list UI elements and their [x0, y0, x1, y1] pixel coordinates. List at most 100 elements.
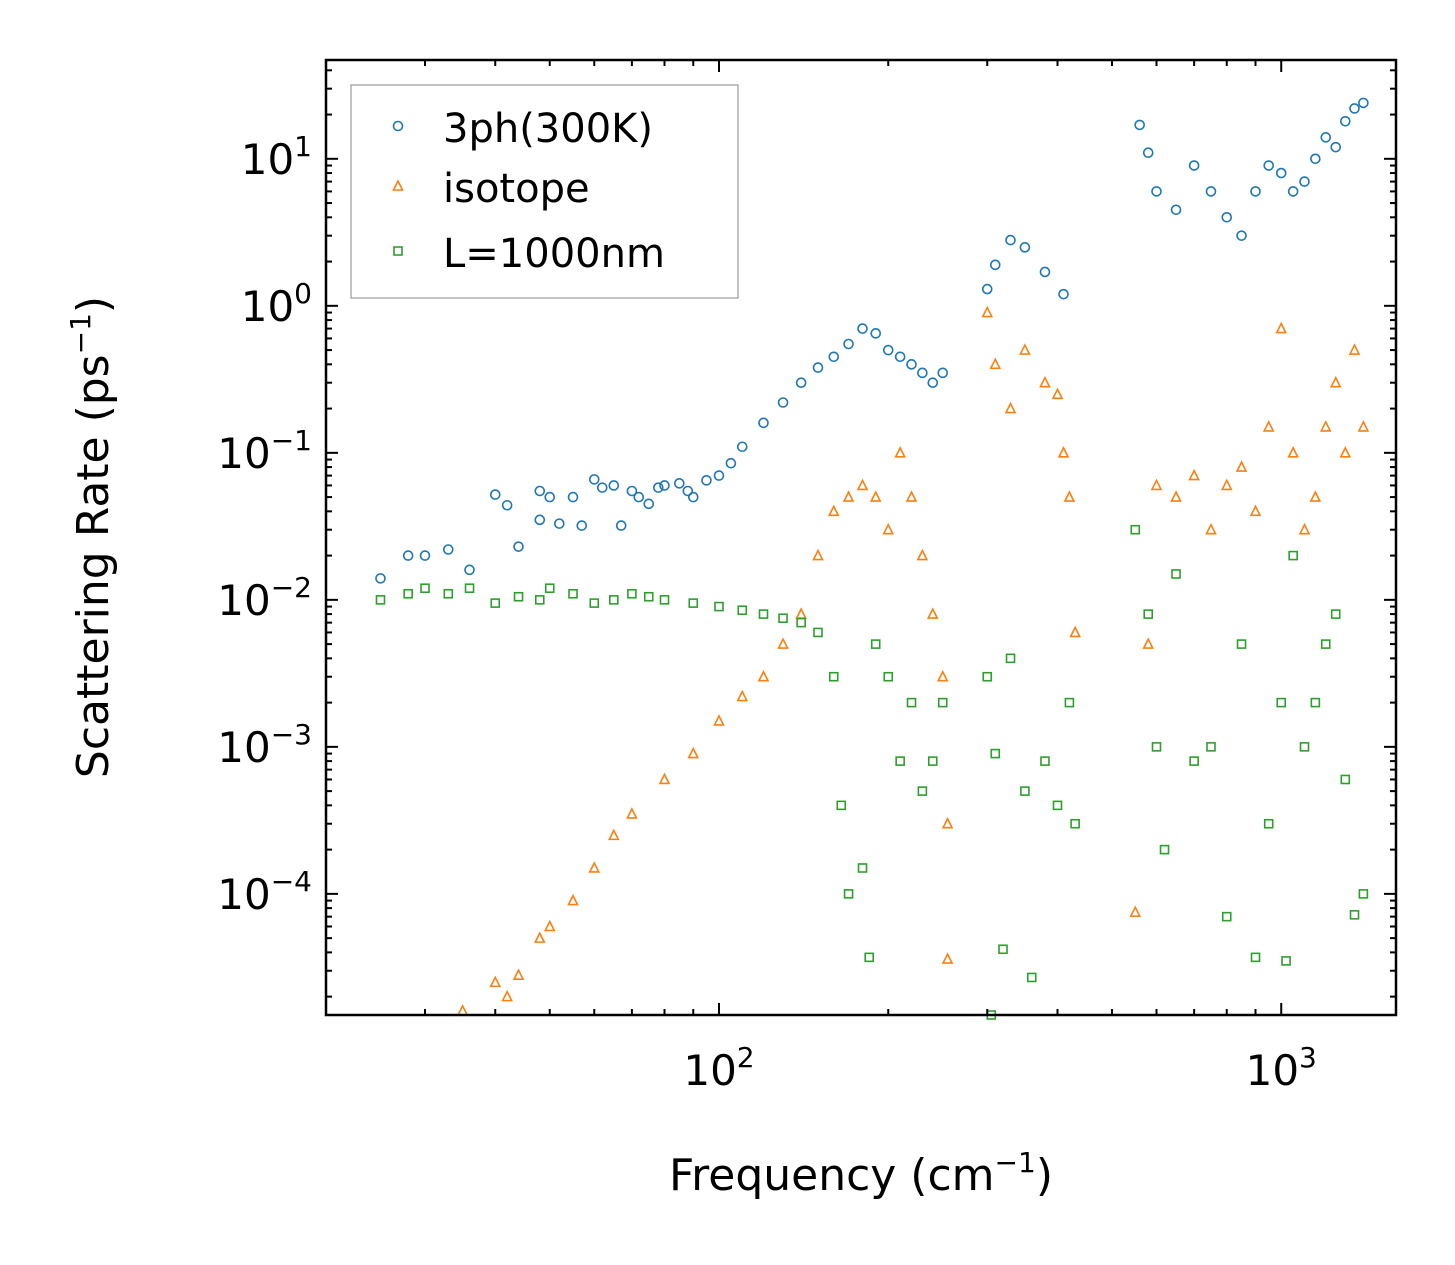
- data-point: [1005, 653, 1016, 664]
- data-point: [856, 478, 869, 491]
- data-point: [1358, 889, 1369, 899]
- data-point: [543, 919, 556, 932]
- data-point: [1134, 119, 1145, 131]
- data-point: [568, 588, 578, 599]
- data-point: [1299, 176, 1310, 187]
- data-point: [941, 816, 954, 829]
- series-circle: [375, 97, 1369, 584]
- data-point: [870, 639, 881, 649]
- data-point: [758, 417, 769, 429]
- data-point: [812, 548, 824, 561]
- data-point: [1188, 468, 1200, 481]
- data-point: [1205, 522, 1217, 535]
- data-point: [1288, 550, 1298, 561]
- data-point: [916, 548, 929, 561]
- data-point: [1020, 786, 1030, 796]
- data-point: [1151, 186, 1162, 197]
- data-point: [1319, 420, 1332, 432]
- data-point: [659, 595, 670, 605]
- data-point: [736, 689, 749, 702]
- data-point: [1206, 742, 1216, 752]
- x-tick-label: 103: [1246, 1041, 1317, 1095]
- data-point: [813, 627, 823, 638]
- legend-entry: L=1000nm: [393, 231, 665, 277]
- data-point: [842, 490, 855, 502]
- data-point: [906, 359, 917, 370]
- data-point: [990, 748, 1001, 759]
- data-point: [375, 573, 386, 584]
- data-point: [489, 975, 502, 988]
- data-point: [615, 520, 627, 531]
- data-point: [1019, 242, 1031, 253]
- data-point: [608, 828, 620, 841]
- data-point: [1129, 905, 1142, 918]
- data-point: [588, 474, 600, 485]
- x-axis-label: Frequency (cm−1): [669, 1146, 1053, 1201]
- data-point: [567, 893, 579, 906]
- data-point: [927, 756, 938, 766]
- data-point: [1249, 504, 1262, 517]
- data-point: [758, 609, 769, 619]
- data-point: [795, 377, 807, 388]
- legend-label: 3ph(300K): [443, 106, 653, 152]
- data-point: [1309, 490, 1322, 502]
- data-point: [981, 283, 993, 295]
- data-point: [1026, 972, 1037, 983]
- data-point: [870, 328, 882, 339]
- data-point: [1263, 160, 1275, 171]
- data-point: [937, 697, 948, 708]
- data-point: [757, 669, 770, 682]
- data-point: [1339, 446, 1352, 458]
- data-point: [1299, 742, 1310, 752]
- data-point: [513, 541, 524, 552]
- data-point: [608, 480, 620, 491]
- data-point: [1330, 609, 1341, 619]
- data-point: [1159, 844, 1170, 855]
- data-point: [443, 588, 454, 599]
- data-point: [1357, 420, 1370, 432]
- tick-layer: 102 103 101 100 10−1 10−2 10−3 10−4: [217, 60, 1396, 1095]
- data-point: [1063, 490, 1076, 502]
- data-point: [464, 583, 475, 594]
- data-point: [554, 518, 565, 529]
- data-point: [828, 351, 840, 363]
- data-point: [1263, 818, 1274, 829]
- data-point: [403, 588, 413, 599]
- data-point: [1019, 343, 1031, 355]
- data-point: [714, 601, 724, 612]
- legend-entry: 3ph(300K): [392, 106, 653, 152]
- series-square: [375, 524, 1369, 1020]
- data-point: [917, 786, 928, 796]
- data-point: [627, 588, 637, 599]
- data-point: [701, 475, 712, 486]
- data-point: [778, 613, 788, 624]
- series-triangle: [456, 305, 1370, 1016]
- data-point: [489, 489, 501, 500]
- data-point: [501, 499, 513, 511]
- data-point: [882, 344, 894, 356]
- data-point: [713, 714, 725, 726]
- data-point: [736, 441, 748, 453]
- data-point: [1142, 147, 1154, 159]
- data-point: [989, 357, 1002, 370]
- data-point: [1330, 141, 1342, 153]
- y-tick-label: 100: [241, 277, 312, 331]
- data-point: [1051, 387, 1064, 400]
- data-point: [1170, 204, 1182, 216]
- data-point: [936, 669, 949, 682]
- data-point: [1349, 910, 1360, 920]
- data-point: [1250, 186, 1261, 197]
- data-point: [1310, 153, 1321, 165]
- data-point: [836, 800, 847, 811]
- data-point: [1358, 97, 1369, 109]
- data-point: [864, 952, 875, 963]
- data-point: [1275, 167, 1287, 179]
- data-point: [420, 583, 430, 594]
- data-point: [725, 457, 737, 469]
- data-point: [643, 498, 655, 510]
- data-point: [1236, 639, 1247, 649]
- data-point: [926, 607, 939, 619]
- data-point: [1039, 375, 1051, 388]
- y-axis-label: Scattering Rate (ps−1): [64, 296, 119, 778]
